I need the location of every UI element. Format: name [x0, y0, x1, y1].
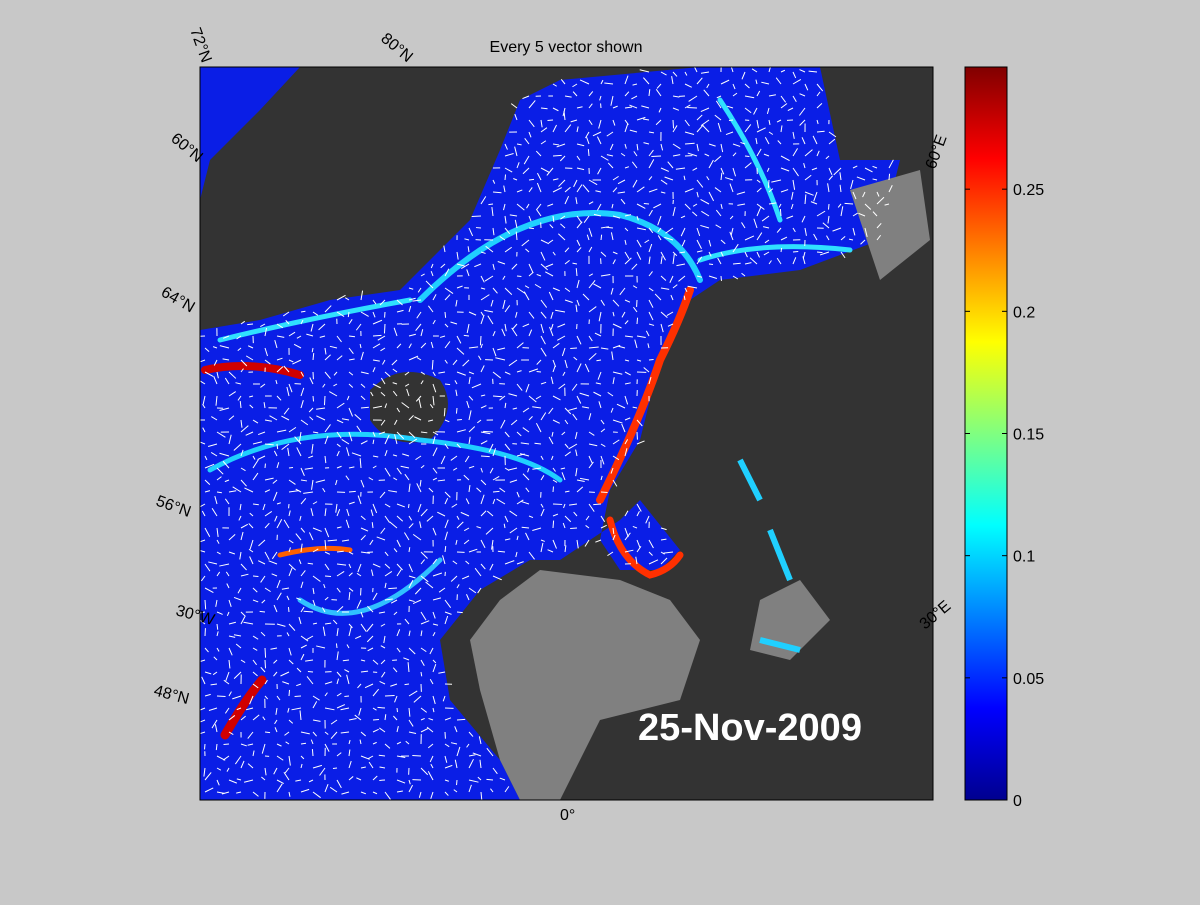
map	[197, 64, 933, 800]
colorbar-tick-label: 0.25	[1013, 182, 1044, 199]
graticule-label: 0°	[560, 807, 575, 824]
colorbar-tick-label: 0	[1013, 793, 1022, 810]
colorbar-tick-label: 0.15	[1013, 427, 1044, 444]
colorbar-tick-label: 0.2	[1013, 304, 1035, 321]
title: Every 5 vector shown	[490, 39, 643, 56]
date: 25-Nov-2009	[638, 707, 862, 749]
colorbar-tick-label: 0.1	[1013, 549, 1035, 566]
colorbar	[965, 67, 1007, 800]
colorbar-tick-label: 0.05	[1013, 671, 1044, 688]
